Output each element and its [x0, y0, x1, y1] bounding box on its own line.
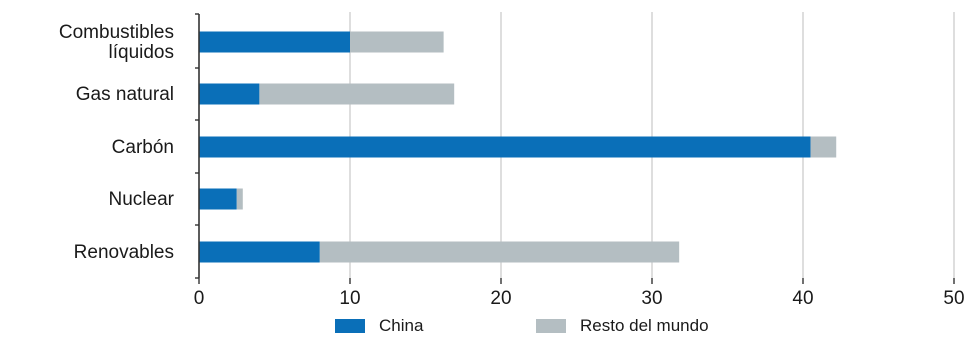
legend-item-rest-of-world: Resto del mundo: [536, 316, 709, 336]
category-label: líquidos: [109, 42, 175, 63]
legend-swatch-china: [335, 319, 365, 333]
bar-china: [199, 31, 350, 53]
x-tick-label: 30: [641, 288, 662, 309]
category-label: Gas natural: [76, 84, 174, 105]
x-tick-label: 50: [943, 288, 964, 309]
bar-rest-of-world: [810, 136, 837, 158]
bar-china: [199, 241, 320, 263]
bar-rest-of-world: [236, 188, 243, 210]
bar-china: [199, 83, 260, 105]
category-label: Renovables: [74, 242, 174, 263]
x-tick-label: 20: [490, 288, 511, 309]
x-tick-label: 0: [194, 288, 205, 309]
legend-swatch-rest-of-world: [536, 319, 566, 333]
bar-china: [199, 136, 811, 158]
legend: China Resto del mundo: [0, 316, 967, 338]
legend-item-china: China: [335, 316, 423, 336]
legend-label-rest-of-world: Resto del mundo: [580, 316, 709, 335]
category-label: Carbón: [112, 137, 174, 158]
bar-rest-of-world: [259, 83, 455, 105]
bar-rest-of-world: [350, 31, 444, 53]
x-tick-label: 40: [792, 288, 813, 309]
category-label: Nuclear: [109, 189, 175, 210]
category-label: Combustibles: [59, 22, 174, 43]
legend-label-china: China: [379, 316, 424, 335]
bar-rest-of-world: [319, 241, 680, 263]
x-tick-label: 10: [339, 288, 360, 309]
bar-china: [199, 188, 237, 210]
